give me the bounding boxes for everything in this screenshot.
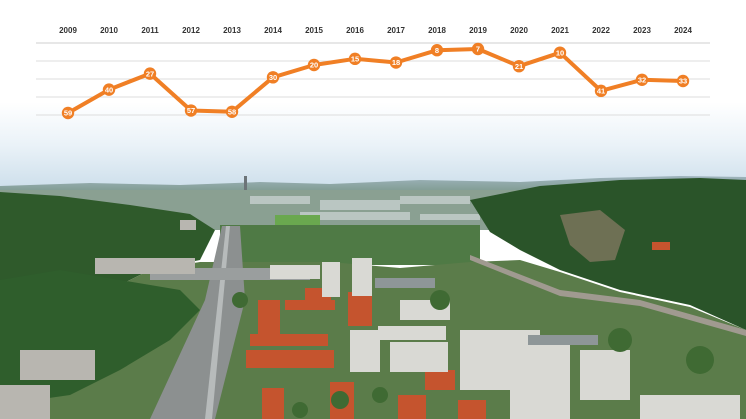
data-label: 40 [105,85,113,94]
data-point [184,104,198,117]
data-point [471,42,485,56]
x-tick-label: 2010 [100,26,118,35]
data-point [635,73,649,86]
x-tick-label: 2011 [141,26,159,35]
x-tick-label: 2021 [551,26,569,35]
x-tick-label: 2013 [223,26,241,35]
data-label: 8 [435,46,439,55]
data-label: 57 [187,106,195,115]
data-point [512,60,526,73]
x-tick-label: 2017 [387,26,405,35]
data-label: 20 [310,61,318,70]
x-tick-label: 2015 [305,26,323,35]
x-tick-label: 2014 [264,26,282,35]
data-label: 21 [515,62,523,71]
data-point [266,71,280,84]
data-label: 30 [269,73,277,82]
data-point [143,67,157,80]
data-point [594,84,608,98]
x-tick-label: 2024 [674,26,692,35]
data-point [61,106,75,120]
x-tick-label: 2018 [428,26,446,35]
data-label: 59 [64,109,72,118]
data-label: 15 [351,55,359,64]
data-point [102,83,116,96]
data-point [389,56,403,69]
x-tick-label: 2009 [59,26,77,35]
x-tick-label: 2012 [182,26,200,35]
data-point [307,58,321,72]
series-line [66,47,685,115]
data-point [553,46,567,59]
data-point [430,44,444,57]
data-label: 32 [638,75,646,84]
line-chart: 2009 2010 2011 2012 2013 2014 2015 2016 2017 2018… [36,26,710,120]
data-markers: 59 40 27 57 58 30 20 15 18 8 7 21 10 41 32 33 [61,42,690,120]
data-label: 7 [476,45,480,54]
data-label: 41 [597,87,605,96]
data-point [676,74,690,88]
x-axis-tick-labels: 2009 2010 2011 2012 2013 2014 2015 2016 2017 2018… [59,26,692,35]
data-label: 33 [679,77,687,86]
data-point [348,52,362,66]
data-point [225,105,239,118]
x-tick-label: 2023 [633,26,651,35]
x-tick-label: 2020 [510,26,528,35]
data-label: 58 [228,107,236,116]
data-label: 10 [556,48,564,57]
data-label: 18 [392,58,400,67]
data-label: 27 [146,69,154,78]
x-tick-label: 2022 [592,26,610,35]
x-tick-label: 2016 [346,26,364,35]
x-tick-label: 2019 [469,26,487,35]
